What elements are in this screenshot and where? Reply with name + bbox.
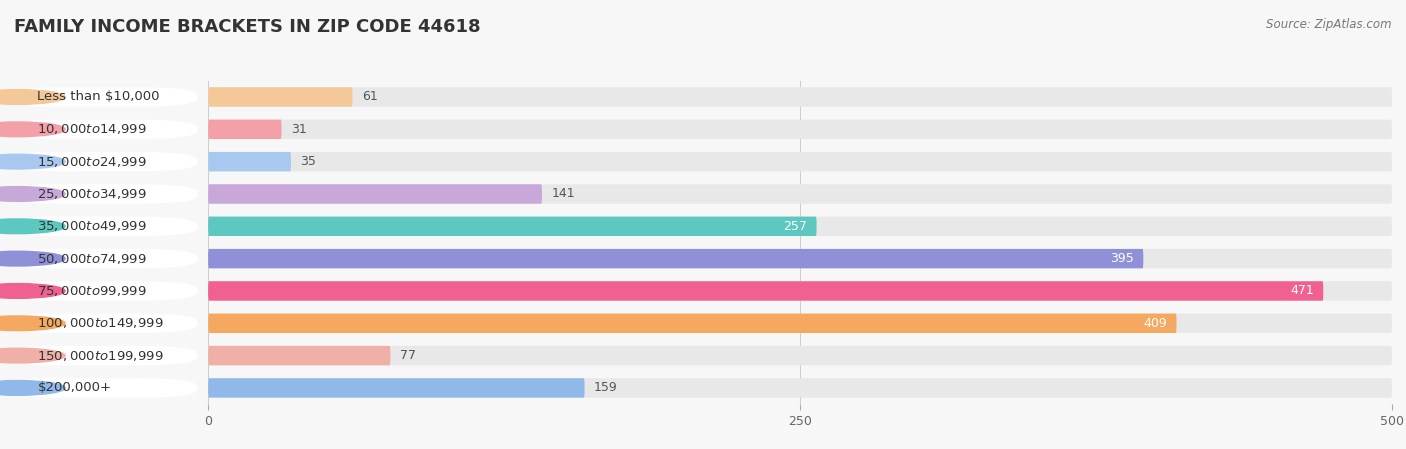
FancyBboxPatch shape: [1, 152, 198, 172]
Circle shape: [0, 348, 65, 363]
Text: 471: 471: [1291, 285, 1313, 297]
FancyBboxPatch shape: [208, 378, 585, 398]
FancyBboxPatch shape: [1, 216, 198, 236]
Text: 35: 35: [301, 155, 316, 168]
Text: $75,000 to $99,999: $75,000 to $99,999: [38, 284, 148, 298]
FancyBboxPatch shape: [208, 152, 291, 172]
Text: Source: ZipAtlas.com: Source: ZipAtlas.com: [1267, 18, 1392, 31]
FancyBboxPatch shape: [208, 119, 281, 139]
Circle shape: [0, 284, 65, 298]
FancyBboxPatch shape: [208, 184, 1392, 204]
FancyBboxPatch shape: [208, 281, 1323, 301]
FancyBboxPatch shape: [1, 313, 198, 333]
Text: 77: 77: [399, 349, 416, 362]
FancyBboxPatch shape: [1, 119, 198, 139]
FancyBboxPatch shape: [208, 281, 1392, 301]
Text: 395: 395: [1111, 252, 1133, 265]
FancyBboxPatch shape: [208, 152, 1392, 172]
Circle shape: [0, 90, 65, 104]
Text: 409: 409: [1143, 317, 1167, 330]
FancyBboxPatch shape: [208, 216, 1392, 236]
FancyBboxPatch shape: [208, 249, 1392, 269]
Text: 159: 159: [593, 382, 617, 394]
Circle shape: [0, 122, 65, 136]
FancyBboxPatch shape: [208, 184, 541, 204]
Text: 31: 31: [291, 123, 307, 136]
Text: 61: 61: [361, 91, 378, 103]
FancyBboxPatch shape: [1, 87, 198, 107]
Text: $100,000 to $149,999: $100,000 to $149,999: [38, 316, 165, 330]
FancyBboxPatch shape: [1, 378, 198, 398]
FancyBboxPatch shape: [208, 87, 353, 107]
FancyBboxPatch shape: [1, 346, 198, 365]
Text: $15,000 to $24,999: $15,000 to $24,999: [38, 154, 148, 169]
Circle shape: [0, 187, 65, 201]
FancyBboxPatch shape: [1, 281, 198, 301]
Circle shape: [0, 251, 65, 266]
Text: $50,000 to $74,999: $50,000 to $74,999: [38, 251, 148, 266]
Circle shape: [0, 316, 65, 330]
Text: FAMILY INCOME BRACKETS IN ZIP CODE 44618: FAMILY INCOME BRACKETS IN ZIP CODE 44618: [14, 18, 481, 36]
FancyBboxPatch shape: [208, 313, 1392, 333]
FancyBboxPatch shape: [208, 346, 1392, 365]
FancyBboxPatch shape: [208, 119, 1392, 139]
Circle shape: [0, 219, 65, 233]
Text: 257: 257: [783, 220, 807, 233]
FancyBboxPatch shape: [208, 378, 1392, 398]
Circle shape: [0, 381, 65, 395]
Text: 141: 141: [551, 188, 575, 200]
FancyBboxPatch shape: [208, 346, 391, 365]
Text: $10,000 to $14,999: $10,000 to $14,999: [38, 122, 148, 136]
Text: Less than $10,000: Less than $10,000: [38, 91, 160, 103]
Text: $35,000 to $49,999: $35,000 to $49,999: [38, 219, 148, 233]
Text: $150,000 to $199,999: $150,000 to $199,999: [38, 348, 165, 363]
Text: $25,000 to $34,999: $25,000 to $34,999: [38, 187, 148, 201]
Text: $200,000+: $200,000+: [38, 382, 111, 394]
FancyBboxPatch shape: [208, 313, 1177, 333]
Circle shape: [0, 154, 65, 169]
FancyBboxPatch shape: [1, 184, 198, 204]
FancyBboxPatch shape: [208, 87, 1392, 107]
FancyBboxPatch shape: [208, 216, 817, 236]
FancyBboxPatch shape: [1, 249, 198, 269]
FancyBboxPatch shape: [208, 249, 1143, 269]
